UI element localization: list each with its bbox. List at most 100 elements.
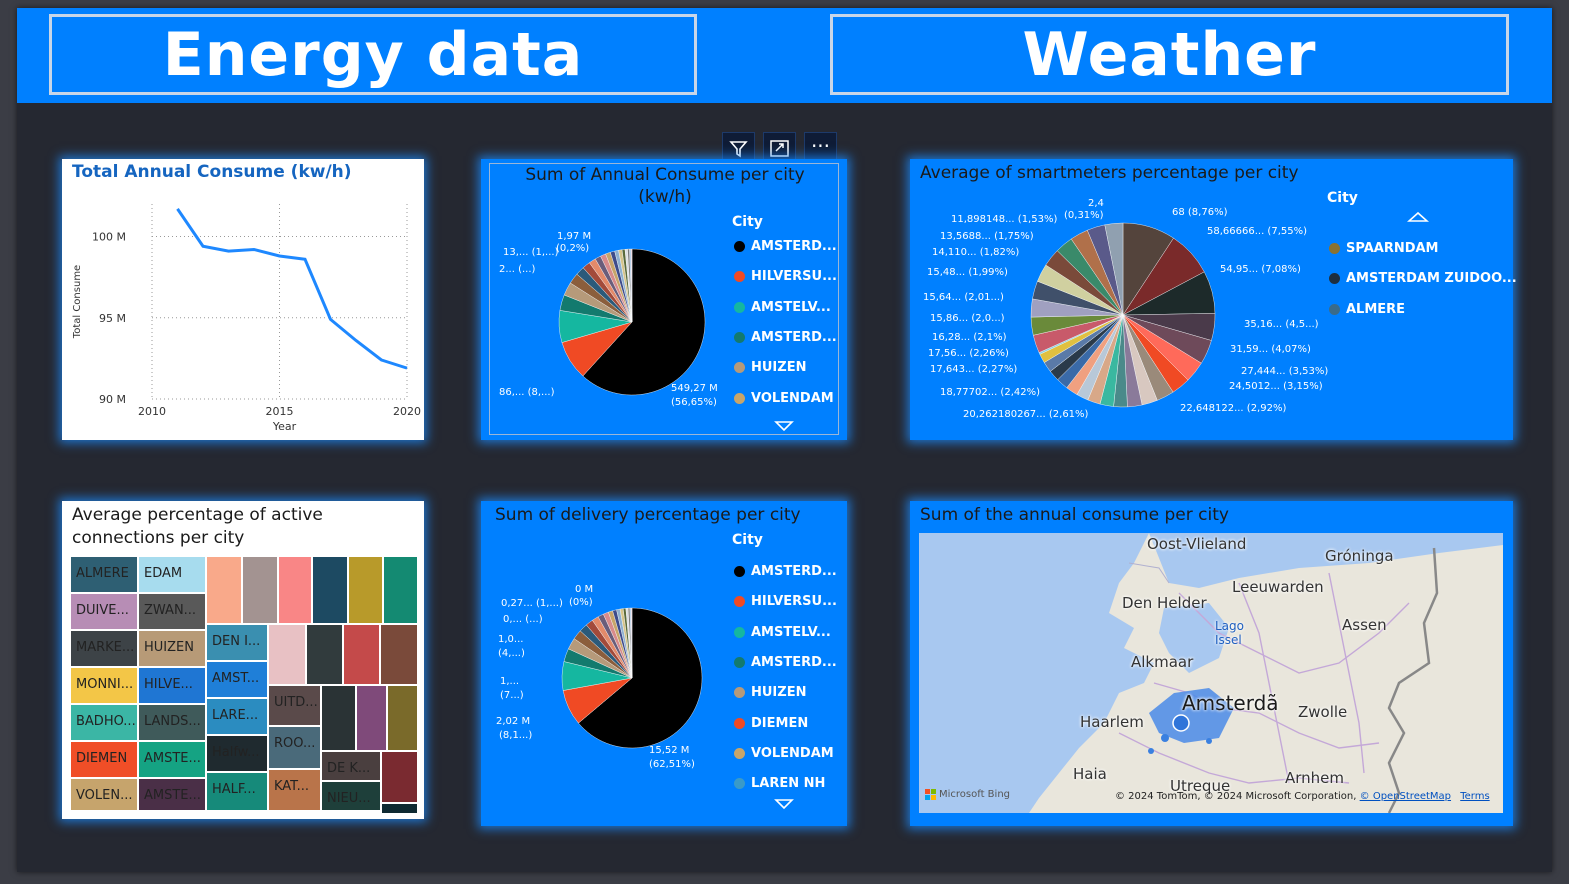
treemap-cell[interactable]: HILVE... — [138, 667, 206, 704]
treemap-cell-label: MONNI... — [76, 677, 134, 692]
treemap-cell[interactable] — [268, 624, 306, 685]
treemap-cell[interactable] — [381, 751, 418, 803]
pie3-legend-title: City — [1327, 190, 1358, 206]
treemap-cell[interactable]: AMSTE... — [138, 778, 206, 811]
treemap-cell[interactable] — [383, 556, 418, 624]
pie-slice[interactable] — [582, 248, 706, 396]
legend-item[interactable]: AMSTERD... — [734, 564, 837, 579]
legend-marker — [734, 747, 745, 759]
treemap-cell[interactable] — [387, 685, 418, 751]
map-place-label: Alkmaar — [1131, 653, 1194, 671]
terms-link[interactable]: Terms — [1460, 791, 1490, 802]
openstreetmap-link[interactable]: © OpenStreetMap — [1359, 791, 1452, 802]
legend-item[interactable]: AMSTELV... — [734, 625, 831, 640]
selection-frame — [489, 163, 839, 435]
weather-button[interactable]: Weather — [830, 14, 1509, 95]
treemap-cell[interactable]: LANDS... — [138, 704, 206, 741]
treemap-cell[interactable]: EDAM — [138, 556, 206, 593]
treemap-cell[interactable] — [206, 556, 242, 624]
legend-label: HUIZEN — [751, 360, 807, 376]
legend-marker — [734, 362, 745, 374]
treemap-cell[interactable]: DEN I... — [206, 624, 268, 661]
treemap-cell-label: ROO... — [274, 736, 316, 751]
map-place-label: Lago Issel — [1215, 619, 1244, 647]
treemap-cell[interactable]: HALF... — [206, 772, 268, 811]
treemap-cell[interactable] — [381, 803, 418, 814]
line-chart-tile[interactable]: Total Annual Consume (kw/h) 100 M 95 M 90 … — [62, 159, 424, 440]
legend-label: VOLENDAM — [751, 745, 834, 761]
legend-item[interactable]: AMSTELV... — [734, 300, 831, 315]
treemap-cell[interactable] — [242, 556, 278, 624]
treemap-cell[interactable]: VOLEN... — [70, 778, 138, 811]
treemap-cell[interactable]: MARKE... — [70, 630, 138, 667]
pie-slice[interactable] — [630, 248, 633, 323]
treemap-cell[interactable]: KAT... — [268, 769, 321, 811]
legend-item[interactable]: AMSTERDAM ZUIDOO... — [1329, 271, 1517, 286]
pie-slice[interactable] — [1104, 222, 1124, 316]
treemap-cell[interactable]: DUIVE... — [70, 593, 138, 630]
legend-item[interactable]: AMSTERD... — [734, 655, 837, 670]
legend-item[interactable]: LAREN NH — [734, 776, 825, 791]
pie-slice[interactable] — [630, 607, 633, 679]
treemap-cell[interactable]: HUIZEN — [138, 630, 206, 667]
legend-item[interactable]: HILVERSU... — [734, 269, 837, 284]
treemap-cell[interactable]: AMST... — [206, 661, 268, 698]
treemap-cell[interactable] — [356, 685, 387, 751]
treemap-cell[interactable]: DE K... — [321, 751, 381, 781]
treemap-cell[interactable] — [278, 556, 312, 624]
treemap-cell[interactable]: Halfw... — [206, 735, 268, 772]
map-view[interactable]: Oost-Vlieland Gróninga Leeuwarden Den Helde… — [919, 533, 1503, 813]
pie-annual-consume-tile[interactable]: Sum of Annual Consume per city (kw/h) Ci… — [481, 159, 847, 440]
legend-scroll-down-icon[interactable] — [774, 420, 794, 432]
map-place-label: Gróninga — [1325, 547, 1394, 565]
treemap-cell[interactable]: LARE... — [206, 698, 268, 735]
treemap-cell[interactable]: ALMERE — [70, 556, 138, 593]
legend-item[interactable]: HUIZEN — [734, 360, 806, 375]
treemap-cell[interactable] — [380, 624, 418, 685]
legend-item[interactable]: SPAARNDAM — [1329, 241, 1439, 256]
treemap-cell[interactable]: UITD... — [268, 685, 321, 726]
data-label: 54,95... (7,08%) — [1220, 264, 1301, 275]
data-label: 15,52 M — [649, 745, 689, 756]
map-place-label: Haarlem — [1080, 713, 1144, 731]
treemap-cell[interactable] — [343, 624, 380, 685]
consume-line[interactable] — [176, 208, 408, 370]
treemap-cell-label: UITD... — [274, 695, 318, 710]
treemap-cell-label: DUIVE... — [76, 603, 129, 618]
legend-item[interactable]: DIEMEN — [734, 716, 808, 731]
treemap-cell[interactable] — [321, 685, 356, 751]
pie-delivery-tile[interactable]: Sum of delivery percentage per city City… — [481, 501, 847, 826]
energy-data-button[interactable]: Energy data — [49, 14, 697, 95]
treemap-cell[interactable]: ZWAN... — [138, 593, 206, 630]
treemap-cell[interactable]: MONNI... — [70, 667, 138, 704]
treemap-cell[interactable]: DIEMEN — [70, 741, 138, 778]
treemap-cell[interactable]: BADHO... — [70, 704, 138, 741]
treemap-cell[interactable]: NIEU... — [321, 781, 381, 811]
legend-item[interactable]: ALMERE — [1329, 302, 1405, 317]
legend-item[interactable]: AMSTERD... — [734, 330, 837, 345]
treemap-cell[interactable]: ROO... — [268, 726, 321, 769]
legend-scroll-down-icon[interactable] — [774, 798, 794, 810]
legend-item[interactable]: VOLENDAM — [734, 746, 834, 761]
pie-smartmeters-tile[interactable]: Average of smartmeters percentage per ci… — [910, 159, 1517, 440]
map-place-label: Den Helder — [1122, 594, 1207, 612]
treemap-cell[interactable] — [306, 624, 343, 685]
legend-item[interactable]: HILVERSU... — [734, 594, 837, 609]
legend-item[interactable]: HUIZEN — [734, 685, 806, 700]
treemap-cell[interactable] — [348, 556, 383, 624]
treemap-cell-label: DIEMEN — [76, 751, 128, 766]
legend-marker — [1329, 273, 1340, 285]
line-chart-title: Total Annual Consume (kw/h) — [72, 162, 352, 182]
pie-slice[interactable] — [578, 607, 703, 749]
legend-item[interactable]: AMSTERD... — [734, 239, 837, 254]
data-label: 2,02 M — [496, 716, 530, 727]
legend-item[interactable]: VOLENDAM — [734, 391, 834, 406]
legend-scroll-up-icon[interactable] — [1407, 211, 1429, 223]
treemap-tile[interactable]: Average percentage of active connections… — [62, 501, 424, 819]
treemap-cell[interactable] — [312, 556, 348, 624]
map-tile[interactable]: Sum of the annual consume per city Oost- — [910, 501, 1513, 826]
treemap-cell[interactable]: AMSTE... — [138, 741, 206, 778]
data-label: 27,444... (3,53%) — [1241, 366, 1328, 377]
legend-marker — [734, 301, 745, 313]
x-tick-label: 2010 — [138, 405, 166, 418]
